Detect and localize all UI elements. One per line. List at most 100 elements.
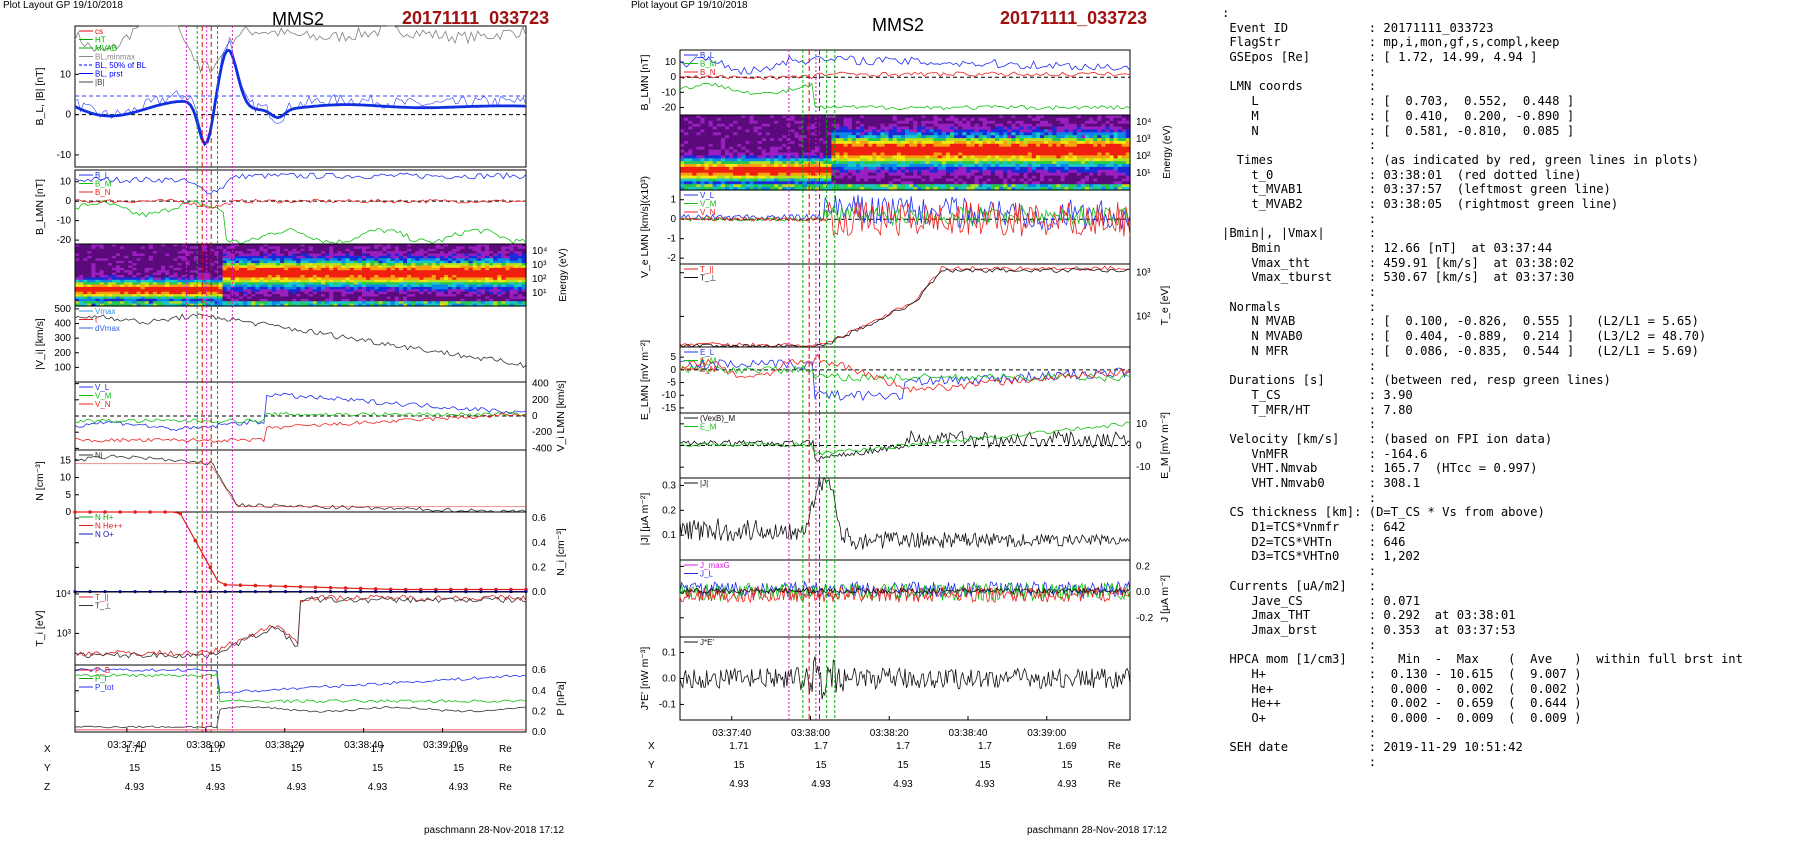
spectrogram-cell [247, 291, 252, 295]
spectrogram-cell [357, 282, 363, 286]
spectrogram-cell [958, 181, 963, 185]
spectrogram-cell [729, 175, 734, 180]
spectrogram-cell [349, 267, 355, 271]
spectrogram-cell [148, 303, 154, 307]
spectrogram-cell [864, 164, 869, 168]
spectrogram-cell [733, 164, 738, 168]
spectrogram-cell [464, 272, 470, 276]
spectrogram-cell [374, 248, 379, 252]
spectrogram-cell [386, 272, 392, 276]
spectrogram-cell [737, 178, 742, 182]
spectrogram-cell [189, 286, 195, 290]
spectrogram-cell [798, 149, 804, 154]
spectrogram-cell [765, 141, 771, 145]
spectrogram-cell [958, 164, 963, 168]
spectrogram-cell [247, 284, 252, 288]
spectrogram-cell [296, 258, 302, 262]
spectrogram-cell [353, 246, 359, 250]
y-axis-label: N_i [cm⁻³] [555, 528, 567, 576]
spectrogram-cell [259, 251, 265, 255]
spectrogram-cell [296, 282, 302, 286]
panel-frame [679, 49, 1131, 116]
spectrogram-cell [933, 120, 939, 125]
spectrogram-cell [177, 253, 183, 257]
spectrogram-cell [794, 117, 800, 122]
spectrogram-cell [362, 298, 367, 302]
spectrogram-cell [210, 291, 215, 295]
spectrogram-cell [716, 141, 722, 145]
spectrogram-cell [152, 296, 158, 300]
spectrogram-cell [700, 152, 706, 156]
spectrogram-cell [325, 263, 330, 267]
spectrogram-cell [448, 289, 453, 293]
spectrogram-cell [851, 149, 857, 154]
spectrogram-cell [333, 289, 338, 293]
spectrogram-cell [300, 303, 306, 307]
spectrogram-cell [950, 129, 955, 133]
spectrogram-cell [329, 301, 334, 305]
spectrogram-cell [745, 172, 751, 177]
spectrogram-cell [925, 152, 931, 156]
spectrogram-cell [407, 277, 412, 281]
spectrogram-cell [765, 129, 771, 133]
spectrogram-cell [275, 289, 281, 293]
spectrogram-cell [378, 289, 384, 293]
spectrogram-cell [111, 263, 117, 267]
spectrogram-cell [505, 301, 511, 305]
spectrogram-cell [296, 303, 302, 307]
spectrogram-cell [124, 265, 129, 269]
spectrogram-cell [189, 272, 195, 276]
spectrogram-cell [362, 260, 367, 264]
spectrogram-cell [729, 187, 734, 191]
spectrogram-cell [716, 161, 722, 165]
spectrogram-cell [468, 270, 474, 274]
spectrogram-cell [925, 129, 931, 133]
spectrogram-cell [802, 172, 808, 177]
spectrogram-cell [111, 289, 117, 293]
spectrogram-cell [864, 141, 869, 145]
spectrogram-cell [876, 120, 882, 125]
spectrogram-cell [815, 158, 820, 162]
spectrogram-cell [941, 141, 947, 145]
spectrogram-cell [921, 135, 927, 139]
spectrogram-cell [275, 303, 281, 307]
spectrogram-cell [917, 117, 922, 122]
spectrogram-cell [696, 126, 702, 130]
spectrogram-cell [152, 270, 158, 274]
spectrogram-cell [214, 258, 220, 262]
spectrogram-cell [929, 149, 935, 154]
spectrogram-cell [774, 155, 779, 159]
spectrogram-cell [688, 135, 693, 139]
spectrogram-cell [357, 246, 363, 250]
spectrogram-cell [770, 132, 775, 136]
spectrogram-cell [87, 303, 92, 307]
spectrogram-cell [345, 253, 351, 257]
spectrogram-cell [202, 260, 207, 264]
spectrogram-cell [909, 152, 914, 156]
spectrogram-cell [733, 152, 738, 156]
series-line [679, 71, 1131, 80]
spectrogram-cell [937, 169, 943, 174]
spectrogram-cell [247, 244, 252, 247]
data-point [193, 538, 198, 543]
spectrogram-cell [712, 169, 718, 174]
spectrogram-cell [954, 115, 959, 119]
spectrogram-cell [513, 284, 519, 288]
spectrogram-cell [222, 270, 228, 274]
spectrogram-cell [505, 248, 511, 252]
spectrogram-cell [107, 298, 113, 302]
spectrogram-cell [152, 255, 158, 259]
spectrogram-cell [782, 123, 787, 128]
spectrogram-cell [431, 298, 437, 302]
spectrogram-cell [312, 244, 318, 247]
spectrogram-cell [128, 289, 133, 293]
spectrogram-cell [357, 258, 363, 262]
spectrogram-cell [945, 132, 951, 136]
spectrogram-cell [427, 286, 433, 290]
spectrogram-cell [177, 282, 183, 286]
spectrogram-cell [900, 146, 906, 151]
spectrogram-cell [111, 253, 117, 257]
spectrogram-cell [700, 135, 706, 139]
spectrogram-cell [704, 120, 710, 125]
spectrogram-cell [321, 253, 326, 257]
